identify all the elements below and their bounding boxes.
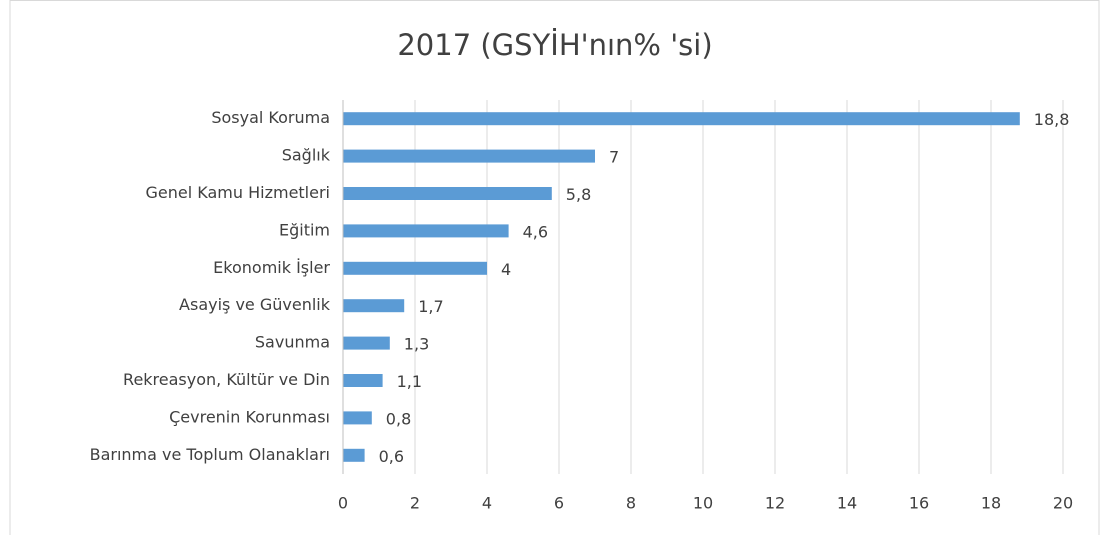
value-label: 4 <box>501 260 511 279</box>
bar <box>343 374 383 387</box>
x-tick-label: 10 <box>693 494 713 513</box>
bar <box>343 149 595 163</box>
bar <box>343 187 552 200</box>
x-tick-label: 6 <box>554 494 564 513</box>
x-tick-label: 16 <box>909 494 929 513</box>
value-label: 1,3 <box>404 335 429 354</box>
bar <box>343 224 509 238</box>
value-label: 7 <box>609 148 619 167</box>
chart-frame <box>9 0 1100 535</box>
value-label: 4,6 <box>523 222 548 241</box>
bar <box>343 336 390 350</box>
x-tick-label: 2 <box>410 494 420 513</box>
bar <box>343 411 372 425</box>
bar <box>343 448 365 462</box>
value-label: 1,1 <box>397 372 422 391</box>
x-tick-label: 12 <box>765 494 785 513</box>
x-tick-label: 20 <box>1053 494 1073 513</box>
value-label: 0,8 <box>386 409 411 428</box>
value-label: 5,8 <box>566 185 591 204</box>
y-tick-label: Rekreasyon, Kültür ve Din <box>123 370 330 389</box>
bar <box>343 112 1020 126</box>
x-tick-label: 4 <box>482 494 492 513</box>
y-tick-label: Ekonomik İşler <box>213 258 330 277</box>
value-label: 0,6 <box>379 447 404 466</box>
y-tick-label: Asayiş ve Güvenlik <box>179 295 331 314</box>
bar <box>343 261 487 275</box>
chart-title: 2017 (GSYİH'nın% 'si) <box>397 28 712 62</box>
y-tick-label: Barınma ve Toplum Olanakları <box>90 445 330 464</box>
x-tick-label: 0 <box>338 494 348 513</box>
y-tick-label: Çevrenin Korunması <box>169 407 330 426</box>
value-label: 18,8 <box>1034 110 1070 129</box>
bar <box>343 299 405 313</box>
y-tick-label: Genel Kamu Hizmetleri <box>146 183 330 202</box>
y-tick-label: Savunma <box>255 333 330 352</box>
x-tick-label: 14 <box>837 494 857 513</box>
x-tick-label: 18 <box>981 494 1001 513</box>
y-tick-label: Sosyal Koruma <box>211 108 330 127</box>
value-label: 1,7 <box>418 297 443 316</box>
x-tick-label: 8 <box>626 494 636 513</box>
y-tick-label: Sağlık <box>282 146 331 165</box>
y-tick-label: Eğitim <box>279 220 330 239</box>
